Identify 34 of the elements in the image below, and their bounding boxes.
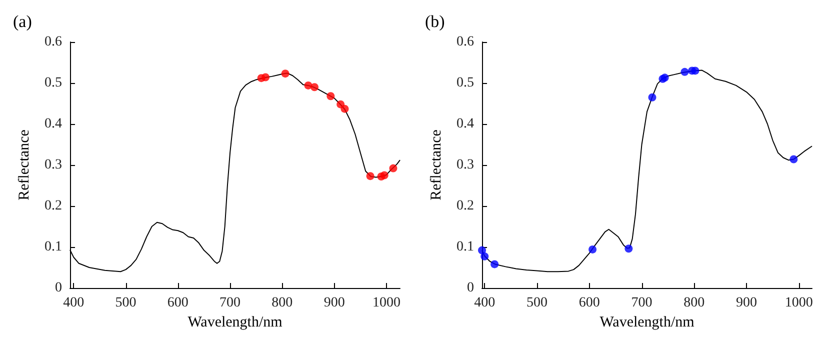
x-tick-label: 600 — [578, 296, 600, 310]
y-tick-label: 0.2 — [44, 198, 62, 214]
x-tick-label: 800 — [272, 296, 293, 310]
y-axis-title: Reflectance — [428, 129, 444, 200]
y-tick-label: 0 — [55, 280, 62, 296]
y-tick-label: 0.5 — [456, 76, 474, 90]
x-tick-label: 900 — [324, 296, 345, 310]
x-tick-label: 900 — [736, 296, 758, 310]
x-tick-label: 400 — [63, 296, 84, 310]
y-tick-label: 0.2 — [456, 198, 474, 214]
y-tick-label: 0.1 — [456, 240, 474, 254]
x-tick-label: 600 — [167, 296, 188, 310]
y-tick-label: 0.6 — [44, 34, 62, 50]
y-tick-label: 0.6 — [456, 34, 474, 50]
x-tick-label: 800 — [684, 296, 705, 310]
y-tick-label: 0.4 — [456, 116, 474, 132]
y-tick-label: 0.3 — [456, 158, 474, 172]
x-tick-label: 700 — [220, 296, 241, 310]
x-tick-label: 500 — [115, 296, 136, 310]
x-tick-label: 500 — [526, 296, 548, 310]
y-tick-label: 0 — [467, 280, 474, 296]
x-axis-title: Wavelength/nm — [600, 314, 695, 330]
x-tick-label: 1000 — [784, 296, 813, 310]
y-tick-label: 0.3 — [44, 158, 62, 172]
chart-title: (a) — [13, 12, 32, 31]
y-tick-label: 0.1 — [44, 240, 62, 254]
y-tick-label: 0.5 — [44, 76, 62, 90]
x-tick-label: 700 — [631, 296, 652, 310]
chart-title: (b) — [425, 12, 445, 31]
x-axis-title: Wavelength/nm — [188, 314, 283, 330]
y-tick-label: 0.4 — [44, 116, 62, 132]
x-tick-label: 400 — [474, 296, 496, 310]
y-axis-title: Reflectance — [16, 129, 32, 200]
x-tick-label: 1000 — [372, 296, 400, 310]
